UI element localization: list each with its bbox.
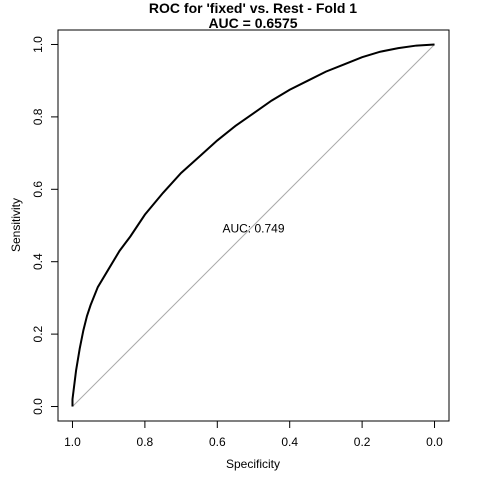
x-axis-label: Specificity xyxy=(226,457,280,471)
x-tick-label: 0.8 xyxy=(137,435,154,449)
y-tick-label: 0.2 xyxy=(31,325,45,342)
auc-annotation: AUC: 0.749 xyxy=(222,222,284,236)
chart-title: ROC for 'fixed' vs. Rest - Fold 1 xyxy=(149,0,357,16)
x-tick-label: 0.6 xyxy=(209,435,226,449)
plot-frame xyxy=(57,29,450,422)
y-tick-label: 1.0 xyxy=(31,36,45,53)
x-tick-label: 1.0 xyxy=(64,435,81,449)
x-tick-label: 0.2 xyxy=(354,435,371,449)
y-axis-label: Sensitivity xyxy=(9,198,23,252)
y-axis: 0.0 0.2 0.4 0.6 0.8 1.0 xyxy=(31,36,59,415)
x-tick-label: 0.4 xyxy=(281,435,298,449)
y-tick-label: 0.4 xyxy=(31,253,45,270)
y-tick-label: 0.0 xyxy=(31,398,45,415)
y-tick-label: 0.6 xyxy=(31,181,45,198)
reference-diagonal xyxy=(72,44,435,407)
roc-curve-series xyxy=(71,43,435,407)
x-tick-label: 0.0 xyxy=(426,435,443,449)
y-tick-label: 0.8 xyxy=(31,108,45,125)
x-axis: 1.0 0.8 0.6 0.4 0.2 0.0 xyxy=(64,420,443,449)
chart-subtitle: AUC = 0.6575 xyxy=(208,15,297,31)
